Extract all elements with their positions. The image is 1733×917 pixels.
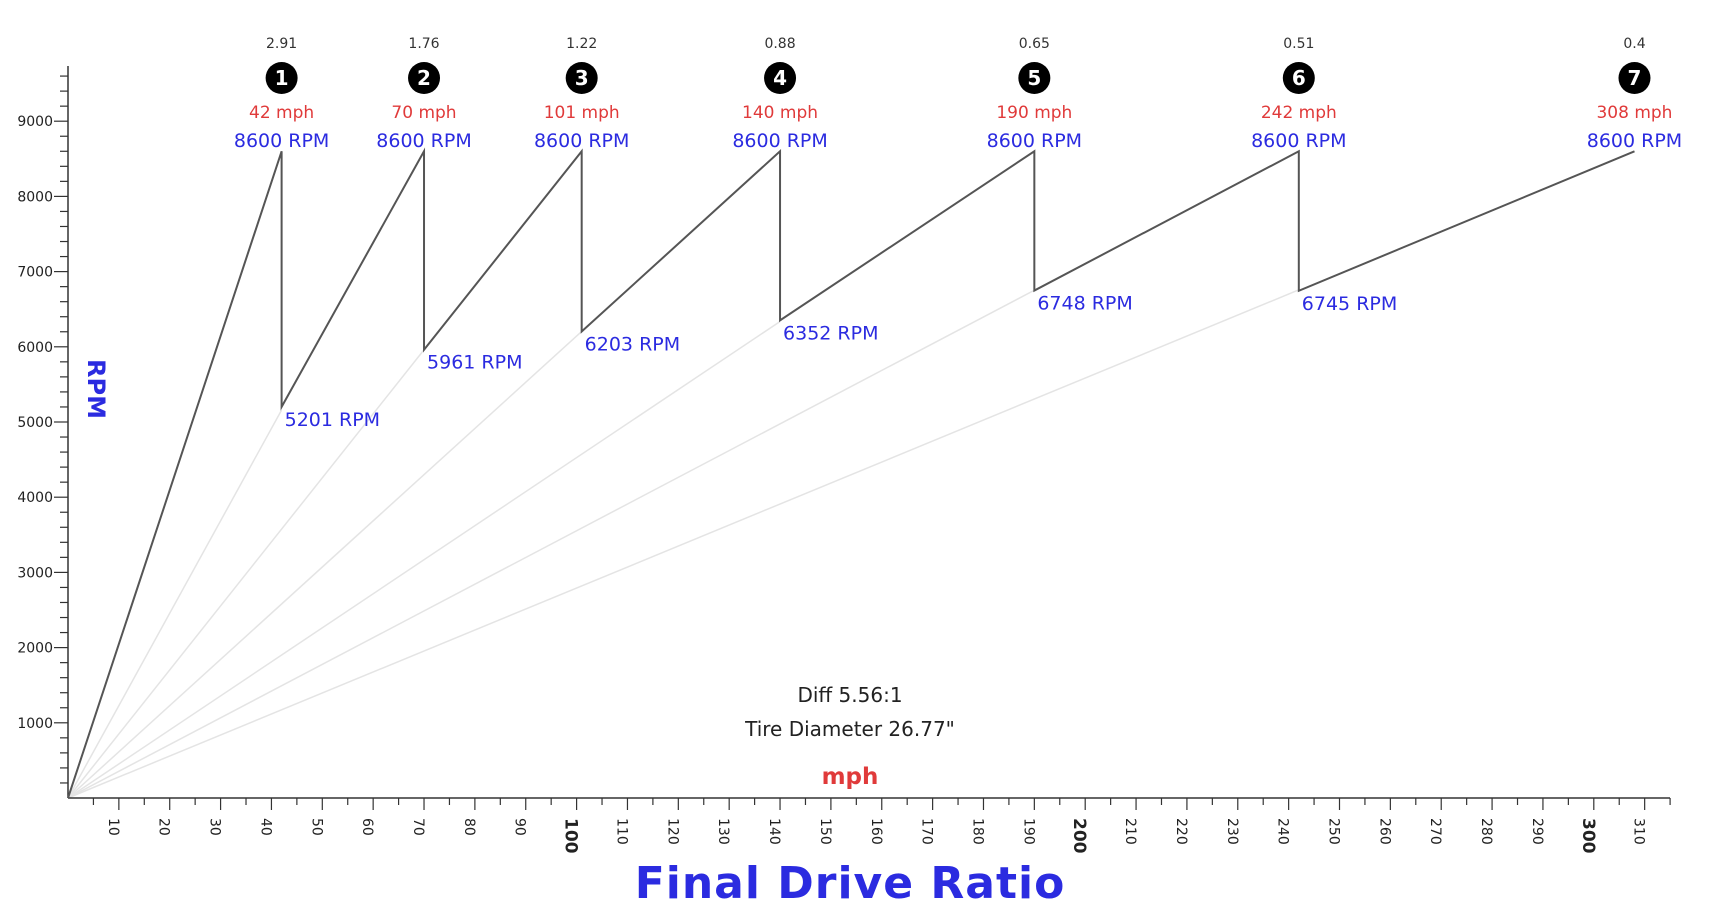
gear-number-label: 4 [773, 66, 787, 90]
gear-number-label: 2 [417, 66, 431, 90]
drop-rpm-label: 6745 RPM [1302, 293, 1397, 315]
shift-mph-label: 140 mph [742, 103, 818, 123]
gear-ratio-label: 0.65 [1019, 36, 1050, 52]
gear-number-label: 6 [1292, 66, 1306, 90]
y-tick-label: 1000 [17, 716, 53, 732]
x-tick-label: 260 [1376, 818, 1392, 845]
gear-ratio-label: 2.91 [266, 36, 297, 52]
shift-mph-label: 70 mph [391, 103, 456, 123]
x-tick-label: 80 [461, 818, 477, 836]
x-tick-label: 160 [868, 818, 884, 845]
shift-mph-label: 242 mph [1261, 103, 1337, 123]
x-tick-label: 290 [1529, 818, 1545, 845]
x-tick-label: 150 [817, 818, 833, 845]
gear-ratio-label: 0.51 [1283, 36, 1314, 52]
drop-rpm-label: 6352 RPM [783, 322, 878, 344]
gear-guide-line [67, 289, 1035, 799]
shift-mph-label: 190 mph [996, 103, 1072, 123]
gear-number-label: 7 [1628, 66, 1642, 90]
x-tick-label: 200 [1069, 818, 1089, 854]
x-tick-label: 240 [1275, 818, 1291, 845]
x-axis-label: mph [821, 764, 879, 790]
shift-rpm-label: 8600 RPM [534, 130, 629, 152]
x-tick-label: 20 [156, 818, 172, 836]
drop-rpm-label: 6203 RPM [585, 334, 680, 356]
gear-ratio-label: 0.4 [1623, 36, 1645, 52]
x-tick-label: 270 [1427, 818, 1443, 845]
x-tick-label: 180 [969, 818, 985, 845]
y-tick-label: 5000 [17, 415, 53, 431]
gear-guide-lines [67, 289, 1300, 799]
gear-badge-icon [1018, 62, 1051, 94]
gear-guide-line [67, 349, 425, 799]
x-tick-label: 220 [1173, 818, 1189, 845]
y-tick-label: 4000 [17, 490, 53, 506]
y-tick-label: 6000 [17, 340, 53, 356]
gear-guide-line [67, 289, 1300, 799]
gear-badge-icon [764, 62, 797, 94]
gear-badge-icon [408, 62, 441, 94]
shift-mph-label: 101 mph [544, 103, 620, 123]
x-tick-label: 170 [919, 818, 935, 845]
x-tick-label: 280 [1478, 818, 1494, 845]
y-tick-label: 2000 [17, 641, 53, 657]
drop-rpm-label: 5961 RPM [427, 352, 522, 374]
gear-badge-icon [265, 62, 298, 94]
x-tick-label: 10 [105, 818, 121, 836]
gear-guide-line [67, 409, 283, 799]
shift-rpm-label: 8600 RPM [732, 130, 827, 152]
shift-rpm-label: 8600 RPM [376, 130, 471, 152]
y-axis-label: RPM [82, 359, 110, 419]
x-tick-label: 300 [1578, 818, 1598, 854]
x-tick-label: 250 [1326, 818, 1342, 845]
shift-rpm-label: 8600 RPM [1587, 130, 1682, 152]
x-tick-label: 120 [664, 818, 680, 845]
x-tick-label: 210 [1122, 818, 1138, 845]
x-tick-label: 30 [207, 818, 223, 836]
rpm-line [67, 147, 1635, 799]
gear-badge-icon [565, 62, 598, 94]
drop-rpm-label: 6748 RPM [1037, 293, 1132, 315]
rpm-sawtooth-series [67, 147, 1635, 799]
x-tick-label: 190 [1020, 818, 1036, 845]
x-tick-label: 100 [561, 818, 581, 854]
x-tick-label: 60 [359, 818, 375, 836]
gear-ratio-label: 1.76 [408, 36, 439, 52]
shift-mph-label: 308 mph [1596, 103, 1672, 123]
gear-number-label: 5 [1027, 66, 1041, 90]
diff-annotation: Diff 5.56:1 [797, 683, 903, 707]
x-tick-label: 70 [410, 818, 426, 836]
gear-badge-icon [1618, 62, 1651, 94]
shift-rpm-label: 8600 RPM [1251, 130, 1346, 152]
gear-ratio-label: 1.22 [566, 36, 597, 52]
gear-ratio-label: 0.88 [764, 36, 795, 52]
gear-guide-line [67, 320, 781, 799]
gear-number-label: 1 [275, 66, 289, 90]
shift-rpm-label: 8600 RPM [987, 130, 1082, 152]
y-tick-label: 3000 [17, 565, 53, 581]
shift-mph-label: 42 mph [249, 103, 314, 123]
x-tick-label: 230 [1224, 818, 1240, 845]
shift-rpm-label: 8600 RPM [234, 130, 329, 152]
x-tick-label: 90 [512, 818, 528, 836]
y-tick-label: 9000 [17, 114, 53, 130]
x-tick-label: 310 [1631, 818, 1647, 845]
chart-title: Final Drive Ratio [634, 858, 1066, 909]
chart-axes: 10 20 30 40 50 60 70 80 90 100 110 120 130 140 150 160 1… [17, 66, 1671, 854]
x-tick-label: 140 [766, 818, 782, 845]
x-tick-label: 110 [613, 818, 629, 845]
gear-badge-icon [1282, 62, 1315, 94]
gear-labels: 2.91 1 42 mph 8600 RPM 5201 RPM 1.76 2 70 mph 86… [234, 36, 1682, 431]
gear-number-label: 3 [575, 66, 589, 90]
x-tick-label: 130 [715, 818, 731, 845]
x-tick-label: 40 [257, 818, 273, 836]
gear-guide-line [67, 330, 583, 799]
x-tick-label: 50 [308, 818, 324, 836]
tire-annotation: Tire Diameter 26.77" [745, 717, 955, 741]
drop-rpm-label: 5201 RPM [285, 409, 380, 431]
y-tick-label: 8000 [17, 189, 53, 205]
y-tick-label: 7000 [17, 265, 53, 281]
